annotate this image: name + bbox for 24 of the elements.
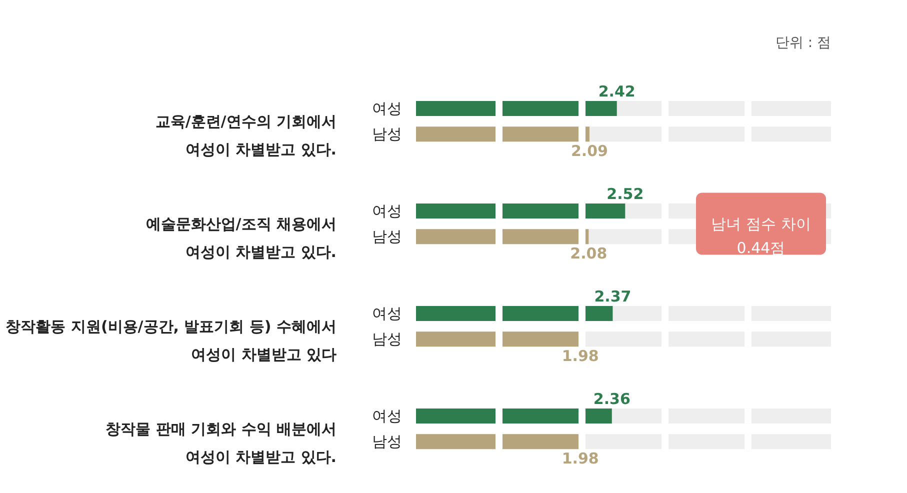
bar: [416, 434, 580, 450]
data-label: 2.36: [593, 390, 630, 408]
y-tick-label: 창작물 판매 기회와 수익 배분에서 여성이 차별받고 있다.: [106, 420, 336, 466]
text: 남성: [372, 228, 402, 246]
annotation: 남녀 점수 차이 0.44점: [711, 214, 811, 257]
series-label: 여성: [372, 99, 402, 118]
y-tick-label: 창작활동 지원(비용/공간, 발표기회 등) 수혜에서 여성이 차별받고 있다: [6, 317, 336, 364]
data-label: 2.37: [594, 287, 632, 306]
data-label: 2.42: [598, 82, 636, 100]
data-label: 2.08: [570, 244, 608, 263]
y-tick-label: 교육/훈련/연수의 기회에서 여성이 차별받고 있다.: [155, 112, 336, 158]
data-label: 2.52: [606, 184, 644, 203]
text: 여성: [372, 202, 402, 220]
data-label: 1.98: [562, 450, 599, 468]
y-tick-label: 예술문화산업/조직 채용에서 여성이 차별받고 있다.: [146, 214, 336, 261]
text: 여성: [372, 304, 402, 322]
text: 단위 : 점: [775, 35, 831, 51]
text: 여성: [372, 406, 402, 425]
bar: [416, 332, 580, 347]
text: 남성: [372, 330, 402, 348]
series-label: 남성: [372, 125, 402, 144]
data-label: 2.09: [570, 142, 608, 160]
text: 남성: [372, 432, 402, 451]
data-label: 1.98: [562, 347, 599, 366]
